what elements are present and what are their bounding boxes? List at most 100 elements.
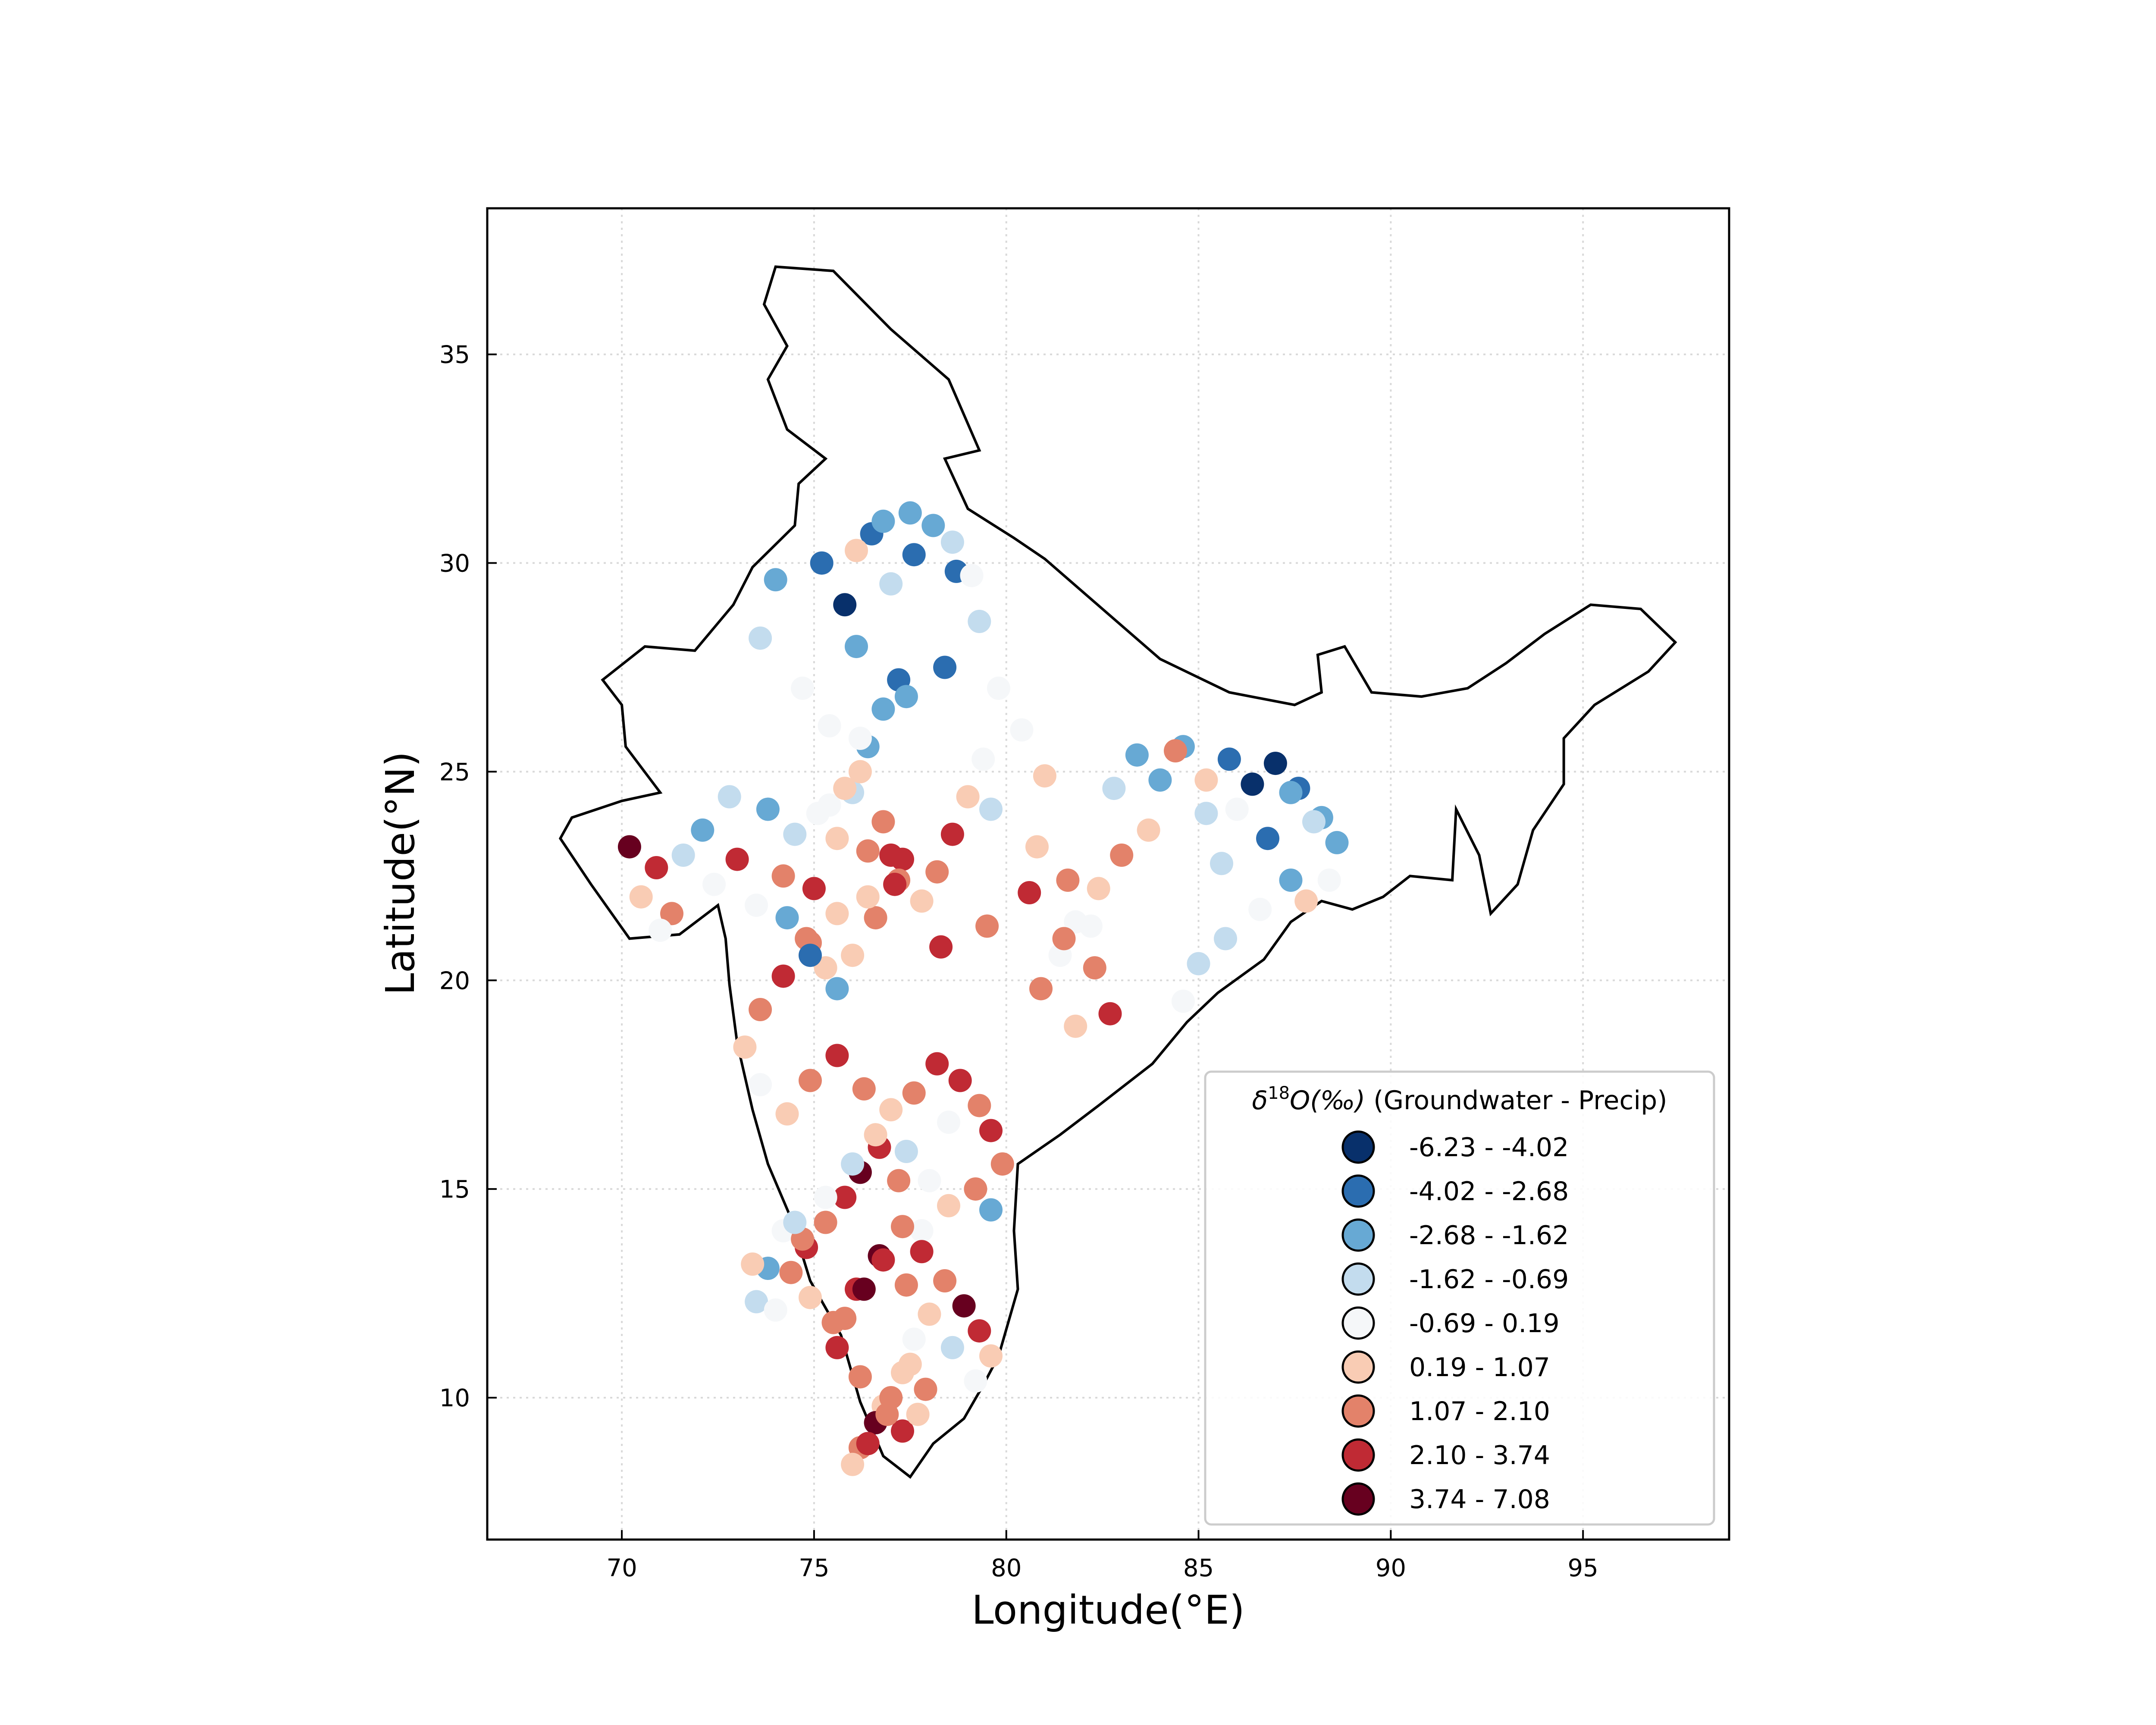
legend-label: -6.23 - -4.02 <box>1409 1132 1569 1163</box>
data-point <box>1187 952 1210 975</box>
data-point <box>791 676 815 700</box>
data-point <box>987 676 1010 700</box>
legend-items: -6.23 - -4.02 -4.02 - -2.68 -2.68 - -1.62 -… <box>1341 1130 1569 1516</box>
data-point <box>937 1110 960 1134</box>
data-point <box>841 1452 865 1476</box>
data-point <box>841 1152 865 1176</box>
data-point <box>914 1377 937 1401</box>
data-point <box>1279 781 1303 804</box>
data-point <box>1110 844 1134 867</box>
data-point <box>825 902 849 925</box>
data-point <box>956 785 980 809</box>
data-point <box>879 844 903 867</box>
data-point <box>968 610 991 633</box>
data-point <box>825 827 849 850</box>
data-point <box>968 1319 991 1343</box>
data-point <box>764 568 787 592</box>
legend-marker <box>1341 1394 1375 1428</box>
data-point <box>818 714 841 737</box>
legend-marker <box>1341 1174 1375 1208</box>
data-point <box>879 1098 903 1122</box>
y-tick-label: 10 <box>439 1384 470 1412</box>
data-point <box>810 551 834 575</box>
data-point <box>918 1302 941 1326</box>
data-point <box>814 1211 837 1234</box>
data-point <box>783 1211 807 1234</box>
data-point <box>964 1177 987 1201</box>
data-point <box>979 1119 1003 1142</box>
legend-title-o: O(‰) <box>1290 1085 1365 1116</box>
y-tick-label: 35 <box>439 341 470 369</box>
data-point <box>1214 927 1237 950</box>
data-point <box>848 1365 872 1389</box>
data-point <box>771 964 795 988</box>
data-point <box>617 835 641 859</box>
data-point <box>848 760 872 784</box>
data-point <box>948 1069 972 1092</box>
data-point <box>918 1169 941 1192</box>
data-point <box>921 514 945 537</box>
data-point <box>971 747 995 771</box>
data-point <box>1325 831 1349 854</box>
x-tick-label: 90 <box>1376 1554 1406 1582</box>
data-point <box>1194 802 1218 825</box>
data-point <box>1025 835 1049 859</box>
legend-marker <box>1341 1306 1375 1340</box>
legend-label: -1.62 - -0.69 <box>1409 1264 1569 1295</box>
data-point <box>1317 869 1341 892</box>
data-point <box>1194 768 1218 792</box>
legend-marker <box>1341 1218 1375 1252</box>
data-point <box>825 1044 849 1067</box>
data-point <box>1083 956 1106 980</box>
legend-marker <box>1341 1482 1375 1516</box>
legend-label: 1.07 - 2.10 <box>1409 1396 1550 1427</box>
data-point <box>879 572 903 596</box>
data-point <box>852 1077 876 1101</box>
data-point <box>1294 889 1318 913</box>
country-outline <box>558 265 1677 1479</box>
data-point <box>883 872 907 896</box>
data-point <box>802 877 826 900</box>
data-point <box>833 1186 857 1209</box>
legend: δ18O(‰) (Groundwater - Precip) -6.23 - -… <box>1204 1070 1715 1526</box>
x-axis-label: Longitude(°E) <box>971 1587 1245 1633</box>
legend-title: δ18O(‰) (Groundwater - Precip) <box>1252 1083 1667 1116</box>
data-point <box>649 919 672 942</box>
data-point <box>833 593 857 617</box>
data-point <box>891 1419 914 1443</box>
data-point <box>990 1152 1014 1176</box>
data-point <box>871 509 895 533</box>
data-point <box>1125 743 1149 767</box>
data-point <box>833 1307 857 1330</box>
data-point <box>902 543 926 567</box>
x-tick-label: 75 <box>799 1554 829 1582</box>
data-point <box>783 822 807 846</box>
data-point <box>814 1186 837 1209</box>
data-point <box>952 1294 976 1318</box>
data-point <box>1171 989 1195 1013</box>
data-point <box>1064 910 1087 934</box>
data-point <box>629 885 653 909</box>
scatter-points <box>617 501 1349 1476</box>
data-point <box>1225 797 1249 821</box>
data-point <box>749 626 772 650</box>
data-point <box>968 1094 991 1117</box>
legend-label: -2.68 - -1.62 <box>1409 1220 1569 1251</box>
data-point <box>1241 772 1264 796</box>
data-point <box>799 1069 822 1092</box>
legend-marker <box>1341 1262 1375 1296</box>
data-point <box>937 1194 960 1217</box>
data-point <box>799 1286 822 1309</box>
data-point <box>660 902 683 925</box>
data-point <box>645 856 668 879</box>
legend-label: -4.02 - -2.68 <box>1409 1176 1569 1207</box>
y-tick-label: 15 <box>439 1176 470 1204</box>
data-point <box>691 818 714 842</box>
legend-label: 3.74 - 7.08 <box>1409 1484 1550 1515</box>
axis-ticks: 70 75 80 85 90 95 10 15 20 25 30 35 <box>439 341 1598 1582</box>
grid-layer <box>487 208 1729 1540</box>
data-point <box>940 822 964 846</box>
data-point <box>964 1369 987 1393</box>
data-point <box>856 839 880 863</box>
data-point <box>833 777 857 800</box>
